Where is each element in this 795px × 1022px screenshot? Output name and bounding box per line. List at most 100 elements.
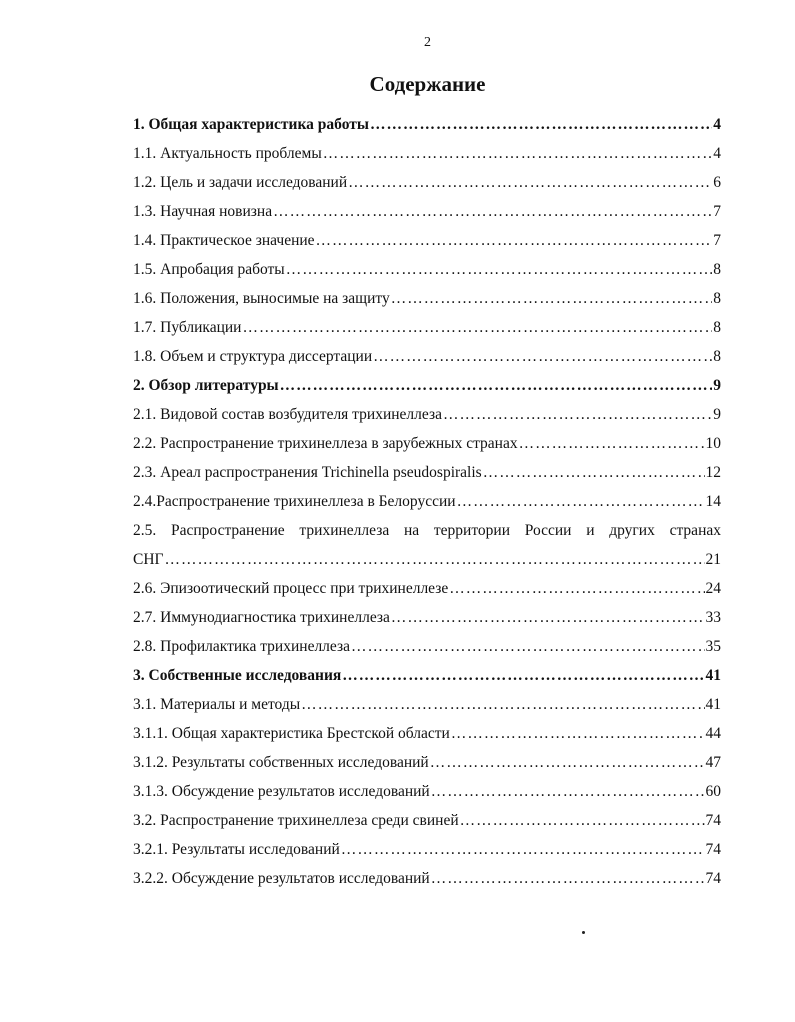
toc-entry-title: 2.4.Распространение трихинеллеза в Белор… xyxy=(133,493,456,510)
dot-leader xyxy=(391,288,713,310)
toc-entry-page: 14 xyxy=(705,493,722,510)
toc-entry-title: 3.2. Распространение трихинеллеза среди … xyxy=(133,812,459,829)
toc-entry[interactable]: 2.2. Распространение трихинеллеза в зару… xyxy=(133,433,721,462)
toc-entry[interactable]: 2.1. Видовой состав возбудителя трихинел… xyxy=(133,404,721,433)
dot-leader xyxy=(460,810,705,832)
dot-leader xyxy=(280,375,713,397)
dot-leader xyxy=(449,578,704,600)
toc-entry[interactable]: 1.6. Положения, выносимые на защиту 8 xyxy=(133,288,721,317)
dot-leader xyxy=(286,259,713,281)
toc-entry-title: 1.8. Объем и структура диссертации xyxy=(133,348,373,365)
toc-entry-title: 1.7. Публикации xyxy=(133,319,242,336)
dot-leader xyxy=(341,839,705,861)
dot-leader xyxy=(242,317,712,339)
toc-entry[interactable]: 2.5. Распространение трихинеллеза на тер… xyxy=(133,520,721,549)
toc-entry[interactable]: 1.5. Апробация работы 8 xyxy=(133,259,721,288)
toc-entry-page: 41 xyxy=(705,696,722,713)
toc-entry-title: 2.6. Эпизоотический процесс при трихинел… xyxy=(133,580,449,597)
toc-entry[interactable]: 3.1.1. Общая характеристика Брестской об… xyxy=(133,723,721,752)
stray-mark xyxy=(582,931,585,934)
toc-entry-page: 74 xyxy=(705,812,722,829)
toc-entry-page: 41 xyxy=(705,667,722,684)
toc-entry-page: 4 xyxy=(713,116,721,133)
dot-leader xyxy=(373,346,712,368)
toc-entry[interactable]: 2.7. Иммунодиагностика трихинеллеза 33 xyxy=(133,607,721,636)
toc-entry-page: 21 xyxy=(705,551,722,568)
toc-entry[interactable]: 1. Общая характеристика работы 4 xyxy=(133,114,721,143)
toc-entry[interactable]: 3.2.1. Результаты исследований 74 xyxy=(133,839,721,868)
toc-entry[interactable]: 3.2.2. Обсуждение результатов исследован… xyxy=(133,868,721,897)
toc-entry-continuation[interactable]: СНГ 21 xyxy=(133,549,721,578)
toc-entry-title: 1.5. Апробация работы xyxy=(133,261,285,278)
toc-entry-page: 74 xyxy=(705,870,722,887)
toc-entry-title: 2.2. Распространение трихинеллеза в зару… xyxy=(133,435,518,452)
toc-entry[interactable]: 1.3. Научная новизна 7 xyxy=(133,201,721,230)
toc-entry[interactable]: 3.1.2. Результаты собственных исследован… xyxy=(133,752,721,781)
toc-entry-page: 12 xyxy=(705,464,722,481)
toc-entry[interactable]: 3.2. Распространение трихинеллеза среди … xyxy=(133,810,721,839)
toc-entry[interactable]: 2.4.Распространение трихинеллеза в Белор… xyxy=(133,491,721,520)
dot-leader xyxy=(273,201,712,223)
toc-entry-title: 2.8. Профилактика трихинеллеза xyxy=(133,638,350,655)
toc-entry[interactable]: 2. Обзор литературы 9 xyxy=(133,375,721,404)
dot-leader xyxy=(370,114,712,136)
toc-entry[interactable]: 3.1.3. Обсуждение результатов исследован… xyxy=(133,781,721,810)
dot-leader xyxy=(348,172,712,194)
toc-entry[interactable]: 1.2. Цель и задачи исследований 6 xyxy=(133,172,721,201)
toc-entry-title: 3.2.2. Обсуждение результатов исследован… xyxy=(133,870,430,887)
dot-leader xyxy=(457,491,705,513)
toc-entry-page: 33 xyxy=(705,609,722,626)
toc-entry-title: 1.3. Научная новизна xyxy=(133,203,273,220)
dot-leader xyxy=(451,723,705,745)
toc-entry-page: 9 xyxy=(713,406,721,423)
toc-entry-page: 4 xyxy=(713,145,721,162)
toc-entry[interactable]: 2.8. Профилактика трихинеллеза 35 xyxy=(133,636,721,665)
toc-entry[interactable]: 3.1. Материалы и методы 41 xyxy=(133,694,721,723)
toc-entry-page: 6 xyxy=(713,174,721,191)
page-title: Содержание xyxy=(369,72,486,96)
toc-entry[interactable]: 3. Собственные исследования 41 xyxy=(133,665,721,694)
dot-leader xyxy=(483,462,705,484)
toc-entry-title: 1. Общая характеристика работы xyxy=(133,116,369,133)
toc-entry[interactable]: 2.3. Ареал распространения Trichinella p… xyxy=(133,462,721,491)
toc-entry-page: 47 xyxy=(705,754,722,771)
dot-leader xyxy=(391,607,705,629)
toc-entry[interactable]: 1.7. Публикации 8 xyxy=(133,317,721,346)
dot-leader xyxy=(430,752,705,774)
toc-entry-title: 1.1. Актуальность проблемы xyxy=(133,145,322,162)
page-number: 2 xyxy=(424,35,431,50)
toc-entry-page: 7 xyxy=(713,232,721,249)
toc-entry-title: 2.5. Распространение трихинеллеза на тер… xyxy=(133,522,721,539)
toc-entry[interactable]: 1.1. Актуальность проблемы 4 xyxy=(133,143,721,172)
toc-entry-page: 8 xyxy=(713,290,721,307)
toc-entry-title: 3.1.1. Общая характеристика Брестской об… xyxy=(133,725,450,742)
toc-entry-title-continuation: СНГ xyxy=(133,551,164,568)
toc-entry-title: 1.4. Практическое значение xyxy=(133,232,315,249)
toc-entry-page: 8 xyxy=(713,319,721,336)
dot-leader xyxy=(443,404,712,426)
toc-entry[interactable]: 2.6. Эпизоотический процесс при трихинел… xyxy=(133,578,721,607)
dot-leader xyxy=(431,868,705,890)
dot-leader xyxy=(431,781,705,803)
toc-entry-title: 2.1. Видовой состав возбудителя трихинел… xyxy=(133,406,442,423)
toc-entry[interactable]: 1.4. Практическое значение 7 xyxy=(133,230,721,259)
toc-entry-title: 3.1.3. Обсуждение результатов исследован… xyxy=(133,783,430,800)
toc-entry-title: 2.3. Ареал распространения Trichinella p… xyxy=(133,464,482,481)
dot-leader xyxy=(301,694,704,716)
toc-entry-page: 35 xyxy=(705,638,722,655)
toc-entry-title: 2.7. Иммунодиагностика трихинеллеза xyxy=(133,609,390,626)
dot-leader xyxy=(342,665,704,687)
toc-entry-title: 3.1. Материалы и методы xyxy=(133,696,301,713)
toc-entry-page: 10 xyxy=(705,435,722,452)
toc-entry-page: 60 xyxy=(705,783,722,800)
toc-entry-page: 7 xyxy=(713,203,721,220)
toc-entry-page: 9 xyxy=(713,377,721,394)
toc-entry-title: 2. Обзор литературы xyxy=(133,377,279,394)
dot-leader xyxy=(165,549,705,571)
toc-entry-title: 3.2.1. Результаты исследований xyxy=(133,841,340,858)
toc-entry[interactable]: 1.8. Объем и структура диссертации 8 xyxy=(133,346,721,375)
dot-leader xyxy=(316,230,713,252)
toc-entry-page: 8 xyxy=(713,261,721,278)
toc-entry-title: 1.2. Цель и задачи исследований xyxy=(133,174,348,191)
toc-entry-page: 8 xyxy=(713,348,721,365)
